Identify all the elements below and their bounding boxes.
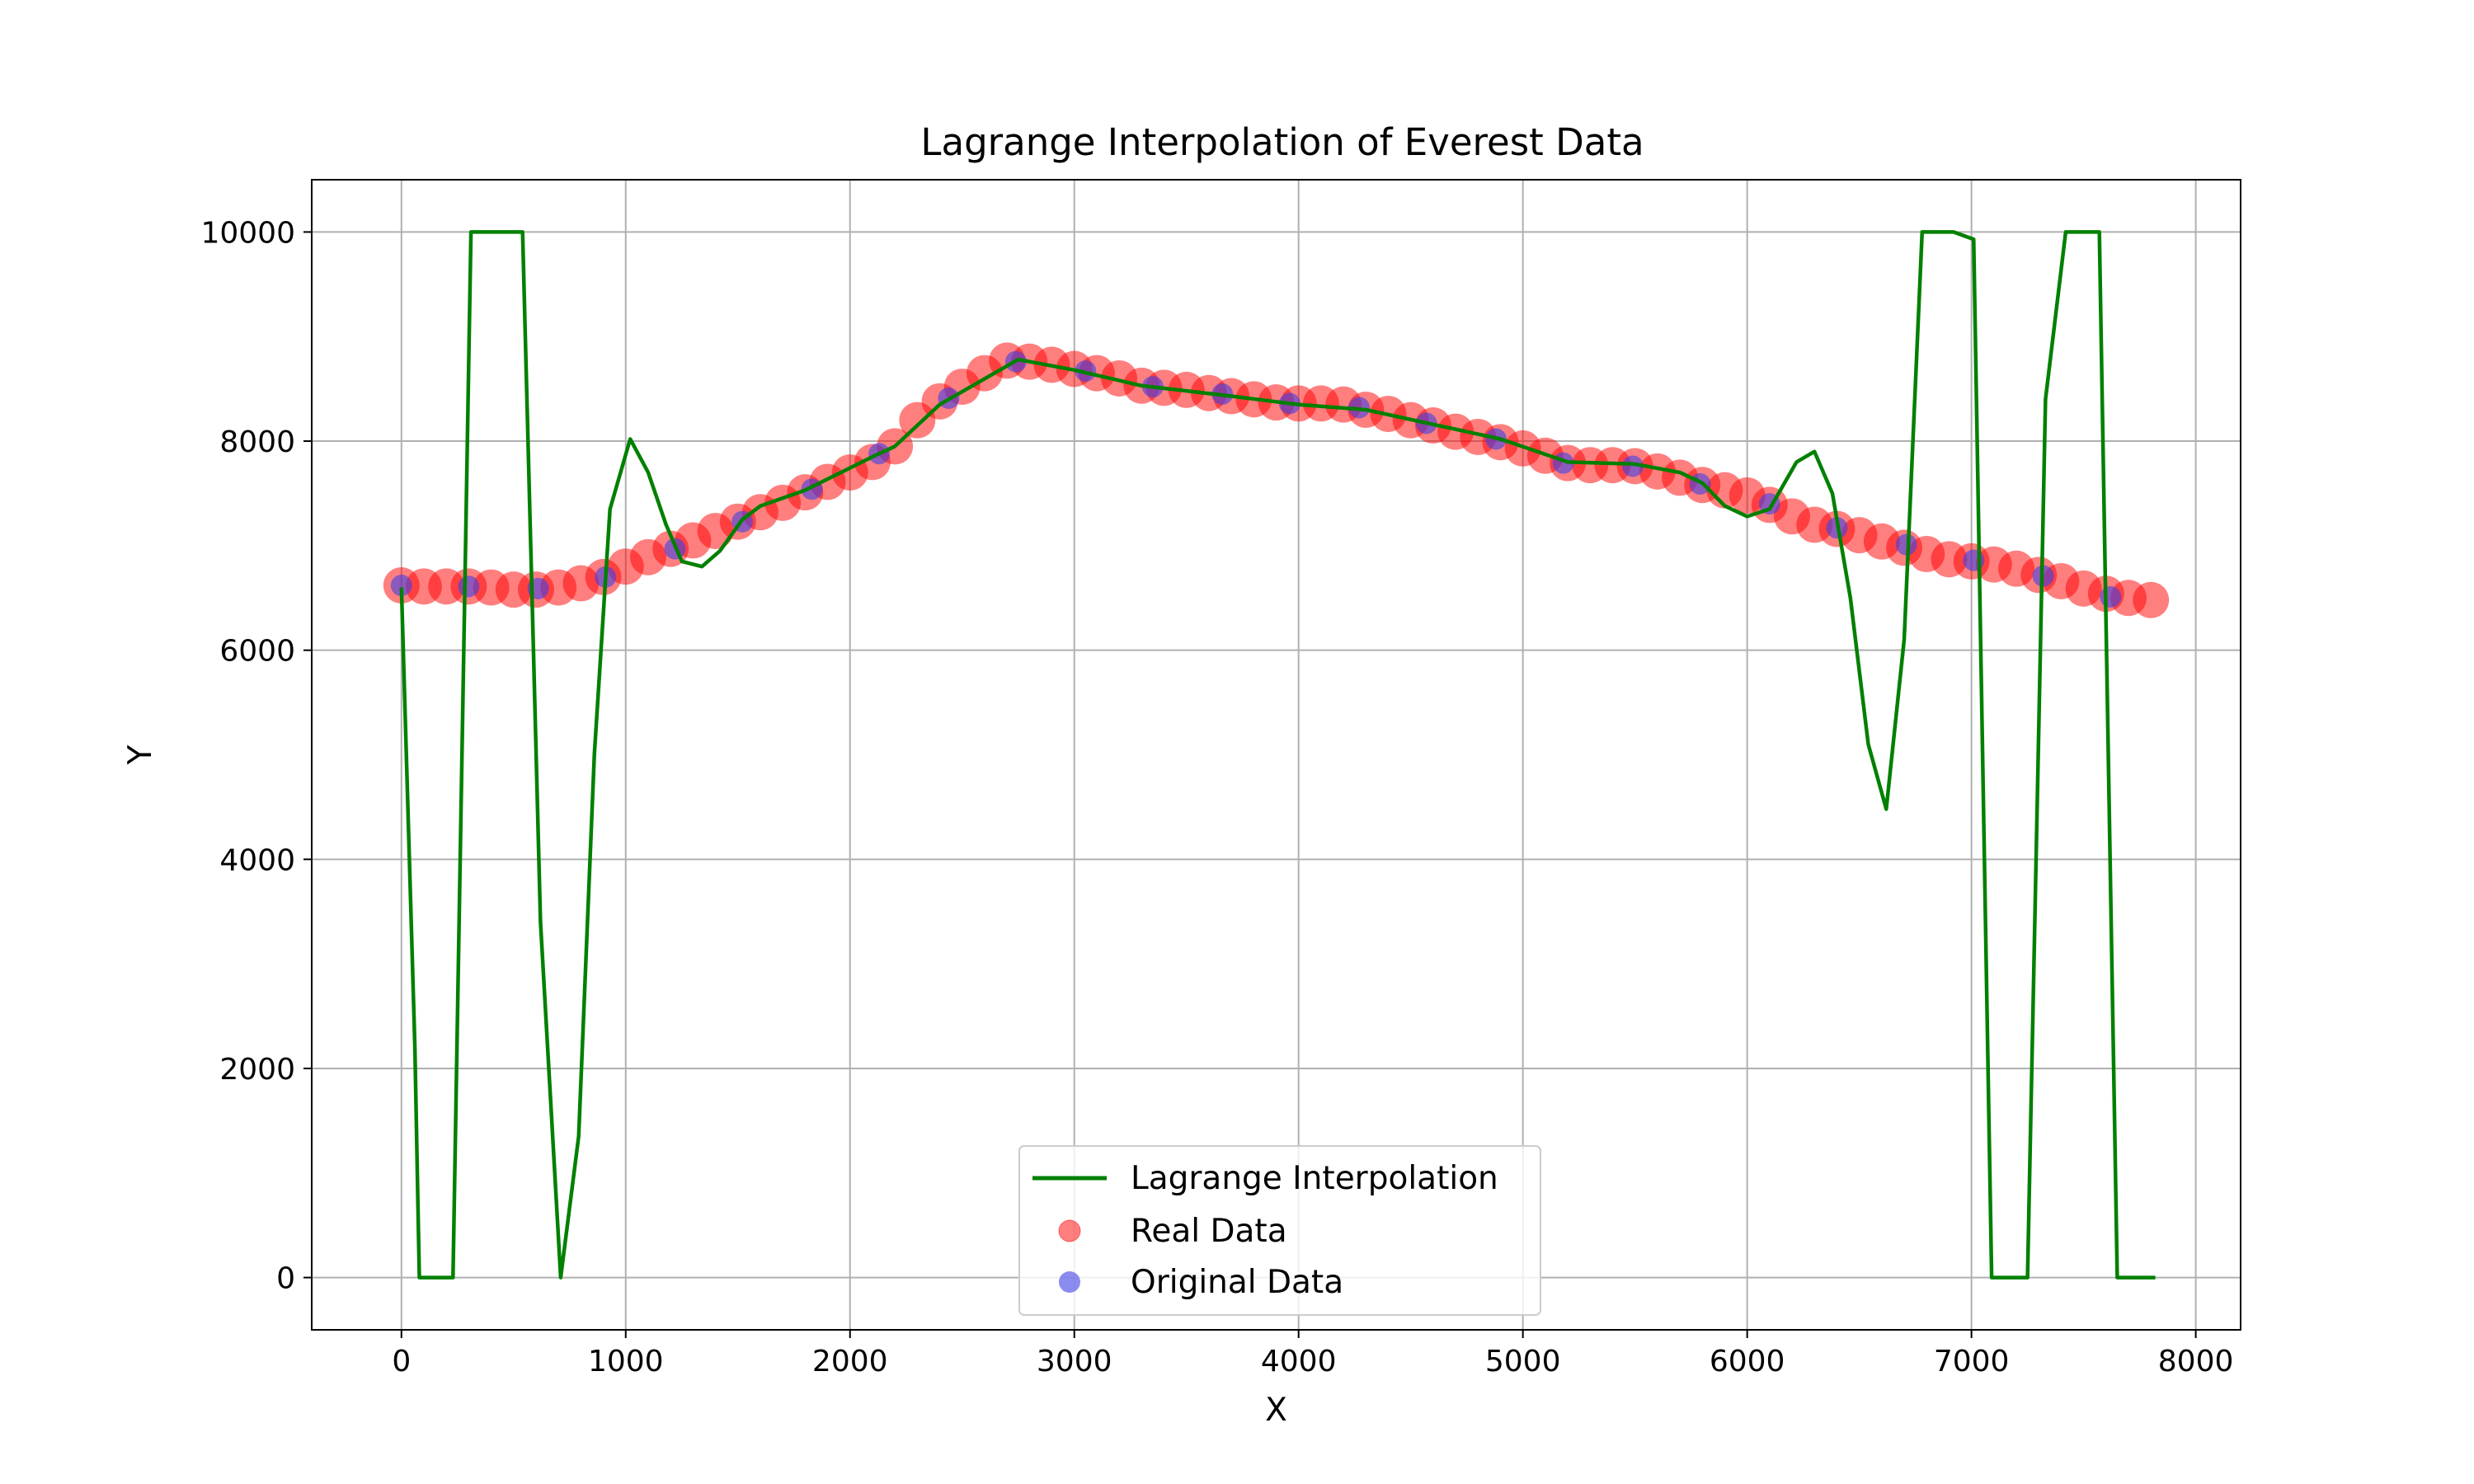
x-tick-label: 1000 — [588, 1345, 664, 1378]
x-tick-label: 2000 — [812, 1345, 888, 1378]
legend-real-swatch — [1059, 1220, 1080, 1242]
legend: Lagrange Interpolation Real Data Origina… — [1019, 1146, 1540, 1315]
chart-title: Lagrange Interpolation of Everest Data — [920, 120, 1644, 164]
x-tick-label: 5000 — [1485, 1345, 1561, 1378]
y-tick-label: 6000 — [219, 635, 295, 669]
x-tick-label: 0 — [392, 1345, 411, 1378]
original-data-point — [2100, 586, 2121, 608]
x-tick-label: 6000 — [1710, 1345, 1785, 1378]
y-axis-label: Y — [122, 744, 159, 765]
y-tick-label: 2000 — [219, 1053, 295, 1087]
x-axis-label: X — [1265, 1392, 1287, 1429]
original-data-point — [1963, 550, 1984, 571]
x-tick-label: 7000 — [1934, 1345, 2010, 1378]
x-tick-label: 8000 — [2158, 1345, 2234, 1378]
legend-lagrange-label: Lagrange Interpolation — [1131, 1160, 1498, 1197]
real-data-point — [2133, 582, 2169, 618]
x-tick-label: 3000 — [1037, 1345, 1112, 1378]
y-tick-label: 8000 — [219, 425, 295, 459]
legend-real-label: Real Data — [1131, 1213, 1287, 1250]
legend-original-swatch — [1059, 1271, 1080, 1293]
y-tick-label: 10000 — [200, 216, 295, 250]
legend-original-label: Original Data — [1131, 1264, 1343, 1301]
y-tick-label: 4000 — [219, 843, 295, 877]
x-tick-label: 4000 — [1261, 1345, 1337, 1378]
original-data-point — [458, 575, 479, 597]
y-tick-label: 0 — [276, 1262, 295, 1296]
